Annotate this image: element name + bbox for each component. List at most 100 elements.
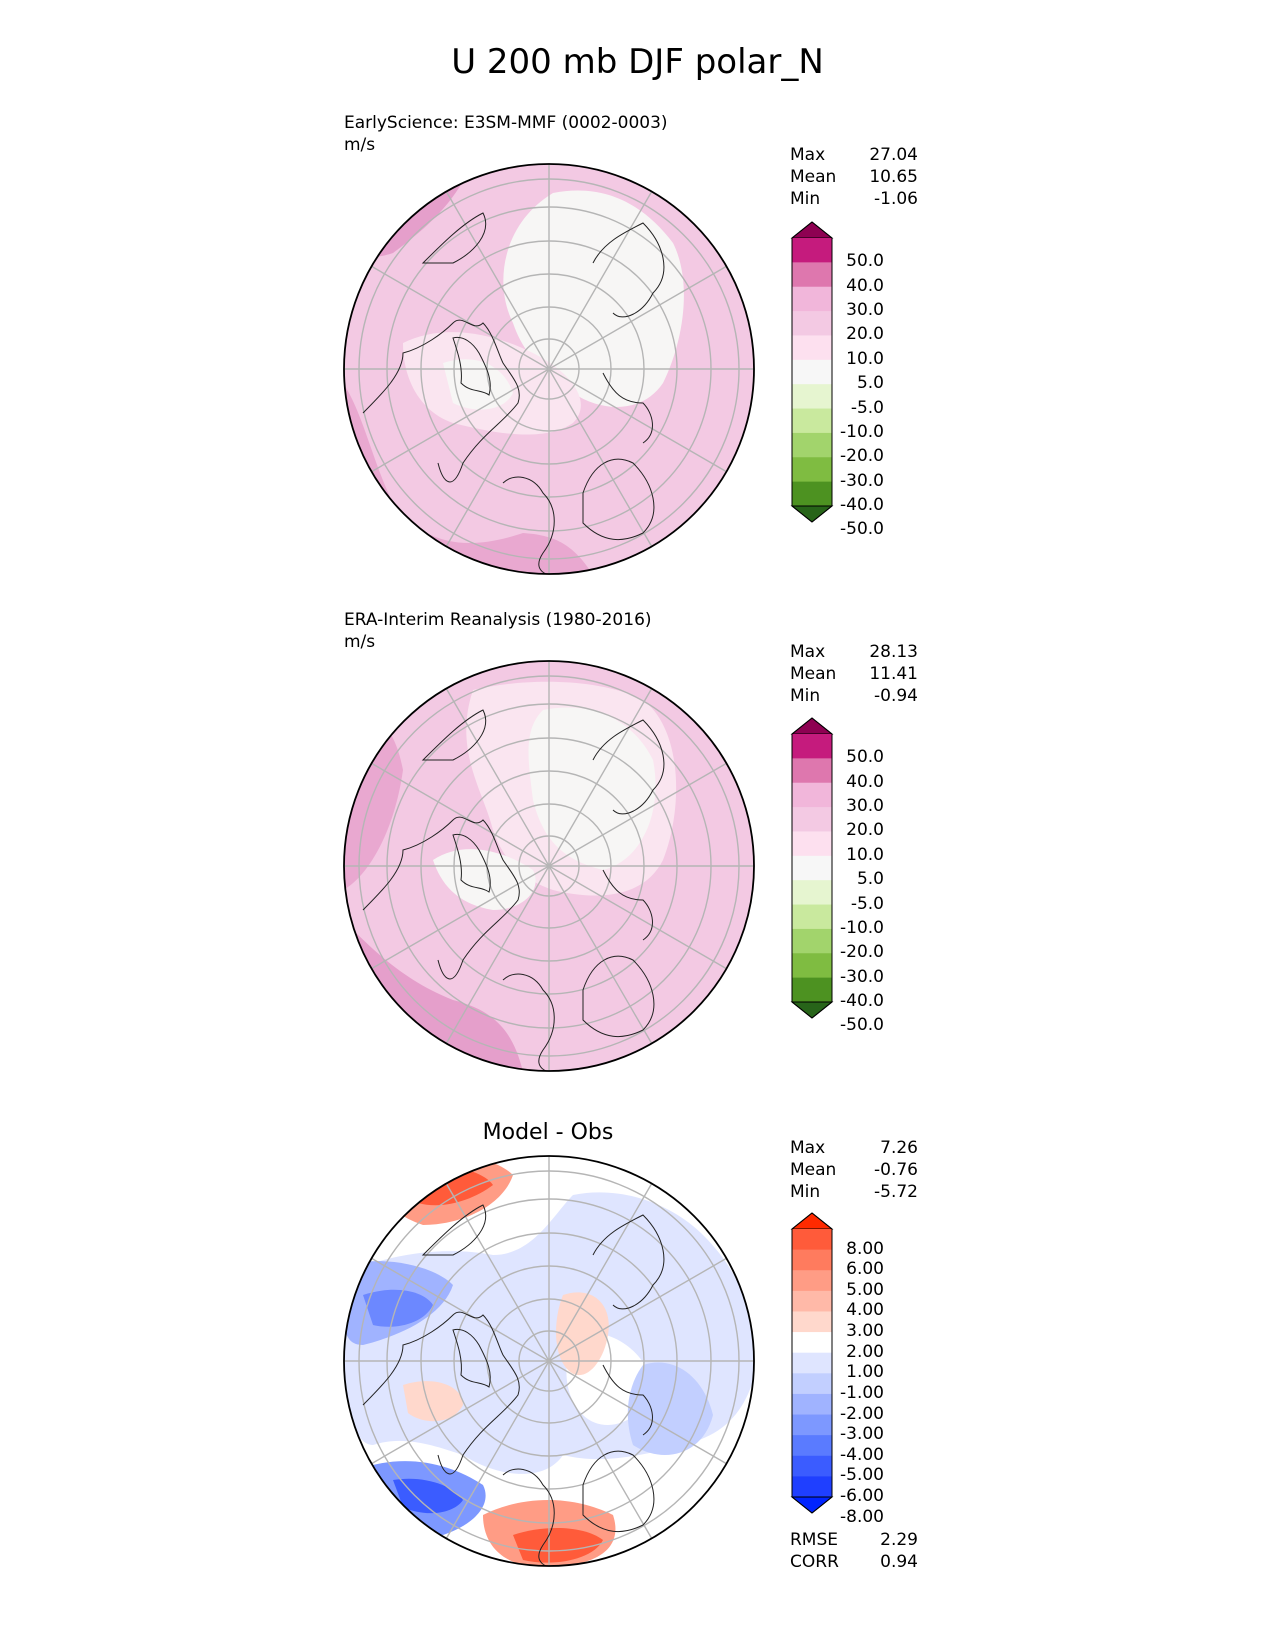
colorbar-tick-label: -3.00	[840, 1424, 884, 1445]
colorbar-tick-label: -20.0	[840, 446, 884, 467]
stat-mean-row: Mean -0.76	[790, 1159, 918, 1181]
colorbar-outline	[791, 717, 833, 1019]
colorbar-bin	[792, 1290, 832, 1312]
field-neg-sw-core	[393, 1478, 463, 1514]
colorbar-tick-label: -40.0	[840, 991, 884, 1011]
colorbar-tick-label: -5.0	[850, 893, 884, 914]
stat-label: Min	[790, 1182, 821, 1202]
colorbar-bin	[792, 311, 832, 336]
colorbar-bin	[792, 1435, 832, 1457]
colorbar-tick-label: 1.00	[846, 1362, 884, 1383]
stat-max-row: Max 27.04	[790, 144, 918, 166]
figure-title: U 200 mb DJF polar_N	[451, 42, 824, 82]
panel-3-polar-map	[343, 1155, 755, 1567]
colorbar-tick-label: -2.00	[840, 1403, 884, 1424]
graticule	[344, 1156, 754, 1566]
colorbar-bin	[792, 262, 832, 288]
colorbar-bin	[792, 384, 832, 410]
colorbar-bin	[792, 238, 832, 263]
colorbar-tick-label: 4.00	[846, 1300, 884, 1321]
colorbar-tick-label: -50.0	[840, 519, 884, 540]
stat-label: Min	[790, 686, 821, 706]
field-pos-greenland	[403, 1381, 463, 1422]
colorbar-bin	[792, 782, 832, 808]
panel-3-colorbar	[790, 1212, 834, 1514]
stat-label: Max	[790, 145, 826, 165]
metric-label: RMSE	[790, 1530, 839, 1550]
metric-value: 2.29	[880, 1530, 918, 1550]
colorbar-bin	[792, 1476, 832, 1498]
graticule	[344, 661, 754, 1071]
colorbar-bin	[792, 1455, 832, 1477]
colorbar-tick-label: 20.0	[846, 324, 884, 345]
colorbar-extension-max	[790, 221, 834, 239]
colorbar-tick-label: -8.00	[840, 1506, 884, 1527]
metric-value: 0.94	[880, 1552, 918, 1572]
panel-1-units: m/s	[344, 135, 376, 155]
colorbar-tick-label: -5.0	[850, 397, 884, 418]
colorbar-extension-max	[790, 1212, 834, 1230]
colorbar-bin	[792, 831, 832, 857]
colorbar-bin	[792, 1373, 832, 1395]
colorbar-bin	[792, 880, 832, 906]
colorbar-tick-label: -40.0	[840, 495, 884, 515]
colorbar-bin	[792, 1393, 832, 1416]
stat-min-row: Min -5.72	[790, 1181, 918, 1203]
stat-label: Max	[790, 642, 826, 662]
colorbar-bin	[792, 457, 832, 483]
colorbar-tick-label: -5.00	[840, 1465, 884, 1486]
colorbar-tick-label: -10.0	[840, 421, 884, 442]
stat-value: -0.76	[874, 1160, 918, 1180]
panel-1-title: EarlyScience: E3SM-MMF (0002-0003) m/s	[344, 112, 668, 156]
panel-3-metrics: RMSE 2.29 CORR 0.94	[790, 1529, 918, 1573]
stat-value: 27.04	[869, 145, 918, 165]
stat-mean-row: Mean 10.65	[790, 166, 918, 188]
colorbar-tick-label: 30.0	[846, 300, 884, 321]
colorbar-tick-label: 30.0	[846, 796, 884, 817]
colorbar-outline	[791, 1212, 833, 1514]
metric-rmse-row: RMSE 2.29	[790, 1529, 918, 1551]
stat-label: Mean	[790, 1160, 837, 1180]
colorbar-bin	[792, 977, 832, 1003]
panel-1-title-line1: EarlyScience: E3SM-MMF (0002-0003)	[344, 113, 668, 133]
panel-1-polar-map	[343, 163, 755, 575]
colorbar-outline	[791, 221, 833, 523]
colorbar-extension-max	[790, 717, 834, 735]
colorbar-bin	[792, 953, 832, 979]
colorbar-tick-label: 5.00	[846, 1279, 884, 1300]
colorbar-bin	[792, 335, 832, 361]
map-boundary	[343, 163, 755, 575]
stat-label: Mean	[790, 167, 837, 187]
stat-max-row: Max 7.26	[790, 1137, 918, 1159]
colorbar-tick-label: 40.0	[846, 771, 884, 792]
coastlines	[362, 1204, 665, 1566]
colorbar-tick-label: 40.0	[846, 275, 884, 296]
colorbar-tick-label: -30.0	[840, 470, 884, 491]
colorbar-tick-label: -6.00	[840, 1486, 884, 1506]
colorbar-tick-label: -30.0	[840, 966, 884, 987]
colorbar-tick-label: 20.0	[846, 820, 884, 841]
panel-2-stats: Max 28.13 Mean 11.41 Min -0.94	[790, 641, 918, 707]
stat-min-row: Min -0.94	[790, 685, 918, 707]
stat-value: 28.13	[869, 642, 918, 662]
field-low-polar	[528, 707, 656, 870]
colorbar-bin	[792, 1352, 832, 1374]
metric-corr-row: CORR 0.94	[790, 1551, 918, 1573]
colorbar-tick-label: -4.00	[840, 1444, 884, 1465]
colorbar-bin	[792, 481, 832, 507]
map-boundary	[343, 660, 755, 1072]
field-pos-s-core	[513, 1528, 603, 1563]
colorbar-tick-label: 10.0	[846, 844, 884, 865]
colorbar-bin	[792, 1249, 832, 1271]
colorbar-bin	[792, 734, 832, 759]
panel-2-colorbar	[790, 717, 834, 1019]
colorbar-tick-label: 3.00	[846, 1321, 884, 1342]
stat-value: -5.72	[874, 1182, 918, 1202]
colorbar-bin	[792, 359, 832, 385]
stat-max-row: Max 28.13	[790, 641, 918, 663]
colorbar-tick-label: 5.0	[856, 869, 884, 890]
colorbar-bin	[792, 1270, 832, 1292]
panel-2-units: m/s	[344, 632, 376, 652]
colorbar-bin	[792, 286, 832, 312]
stat-label: Min	[790, 189, 821, 209]
